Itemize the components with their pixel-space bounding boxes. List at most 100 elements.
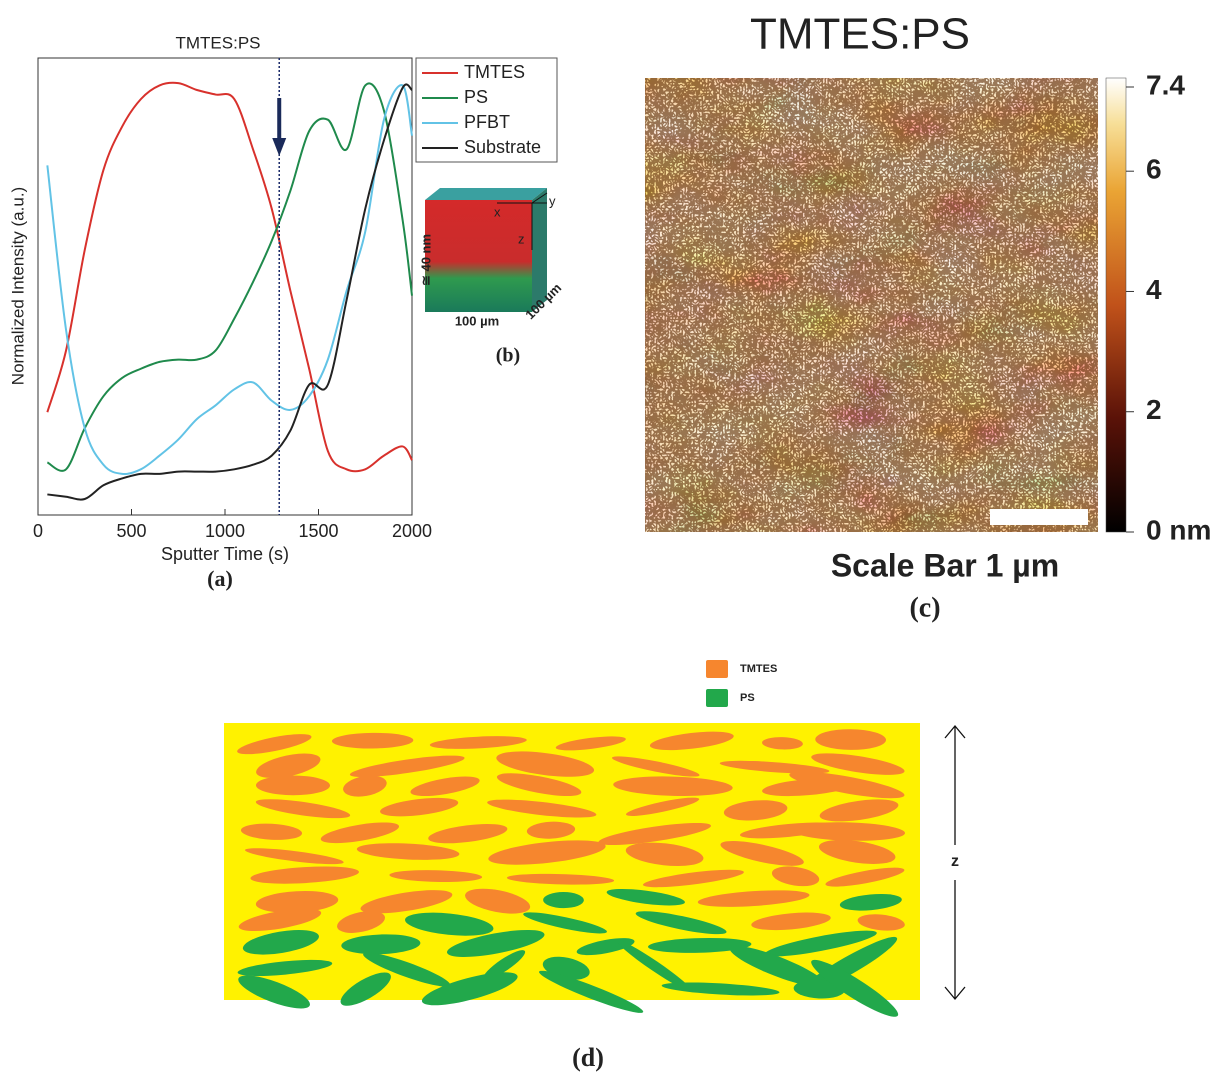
afm-specks <box>645 78 1098 532</box>
legend-label: TMTES <box>464 62 525 82</box>
legend: TMTES PS PFBT Substrate <box>422 62 541 157</box>
domain <box>429 736 527 749</box>
caption: (c) <box>909 592 940 623</box>
x-tick-label: 2000 <box>392 521 432 541</box>
domain <box>661 982 780 996</box>
x-tick-label: 500 <box>116 521 146 541</box>
domain <box>360 890 453 914</box>
domain <box>819 799 899 822</box>
domain <box>613 776 733 797</box>
domain <box>771 866 820 887</box>
domain <box>606 888 685 906</box>
marker-arrow-head <box>272 138 287 156</box>
domain <box>762 737 803 750</box>
domain <box>635 911 727 935</box>
domain <box>446 929 545 957</box>
depth-label: ≅ 40 nm <box>418 234 433 286</box>
legend-label: Substrate <box>464 137 541 157</box>
plot-area: 0 500 1000 1500 2000 <box>33 58 432 541</box>
line-series <box>46 82 413 472</box>
domain <box>642 869 744 888</box>
legend-box <box>415 57 558 163</box>
axis-z: z <box>518 231 525 246</box>
domain <box>611 756 700 777</box>
scale-bar-label: Scale Bar 1 µm <box>831 547 1059 583</box>
domain <box>839 893 902 911</box>
colorbar <box>1105 77 1127 533</box>
domain <box>818 839 896 864</box>
domain <box>421 972 518 1006</box>
legend-label: PFBT <box>464 112 510 132</box>
legend-label: PS <box>464 87 488 107</box>
domain <box>647 937 752 953</box>
domain <box>751 912 831 931</box>
domain <box>255 799 351 819</box>
domain <box>626 797 700 816</box>
domain <box>598 822 711 846</box>
axis-x: x <box>494 204 501 219</box>
domain <box>363 952 451 987</box>
domain <box>729 945 826 988</box>
domain <box>539 970 644 1013</box>
plot-frame <box>37 57 413 516</box>
line-series <box>47 83 413 501</box>
line-series <box>46 84 413 476</box>
domain <box>245 848 344 865</box>
domain <box>825 867 905 887</box>
caption: (d) <box>572 1043 604 1072</box>
domain <box>250 866 359 884</box>
domain <box>237 734 312 755</box>
chart-title: TMTES:PS <box>175 33 260 52</box>
domain <box>811 753 905 775</box>
caption: (b) <box>496 345 520 367</box>
domain <box>255 890 339 913</box>
domain <box>410 776 480 797</box>
x-axis-label: Sputter Time (s) <box>161 544 289 564</box>
x-tick-label: 1500 <box>298 521 338 541</box>
legend-swatch <box>706 660 728 678</box>
domain <box>340 972 391 1006</box>
domain <box>625 842 704 867</box>
domain <box>506 873 615 885</box>
width-label: 100 µm <box>455 313 499 328</box>
scale-bar <box>990 509 1088 525</box>
domain <box>720 841 804 866</box>
domain <box>255 775 330 796</box>
domain <box>488 840 606 865</box>
domain <box>789 771 905 799</box>
domain <box>238 908 322 932</box>
domain <box>380 797 459 817</box>
image-title: TMTES:PS <box>750 10 970 59</box>
domain <box>791 822 905 841</box>
domain <box>349 755 465 777</box>
domain <box>331 732 414 749</box>
domain <box>487 799 597 818</box>
domain <box>543 892 584 909</box>
domain <box>405 912 494 936</box>
domain <box>719 760 830 774</box>
domain <box>465 888 531 914</box>
legend-swatch <box>706 689 728 707</box>
y-axis-label: Normalized Intensity (a.u.) <box>8 187 27 385</box>
colorbar-tick-label: 6 <box>1146 154 1162 185</box>
x-tick-label: 1000 <box>205 521 245 541</box>
domain <box>697 890 810 907</box>
domain <box>764 930 877 957</box>
domain <box>320 822 400 844</box>
domain <box>723 800 788 821</box>
colorbar-tick-label: 7.4 <box>1146 69 1185 100</box>
domain <box>256 753 321 779</box>
domain <box>341 934 421 955</box>
domain <box>811 959 899 1017</box>
caption: (a) <box>207 566 233 591</box>
z-arrow <box>944 724 966 1001</box>
domain <box>428 823 508 844</box>
domain <box>238 975 310 1009</box>
legend: TMTES PS <box>706 660 777 707</box>
axis-label: z <box>951 853 959 870</box>
domain <box>496 751 595 777</box>
colorbar-tick-label: 4 <box>1146 274 1162 305</box>
domain <box>337 911 385 933</box>
